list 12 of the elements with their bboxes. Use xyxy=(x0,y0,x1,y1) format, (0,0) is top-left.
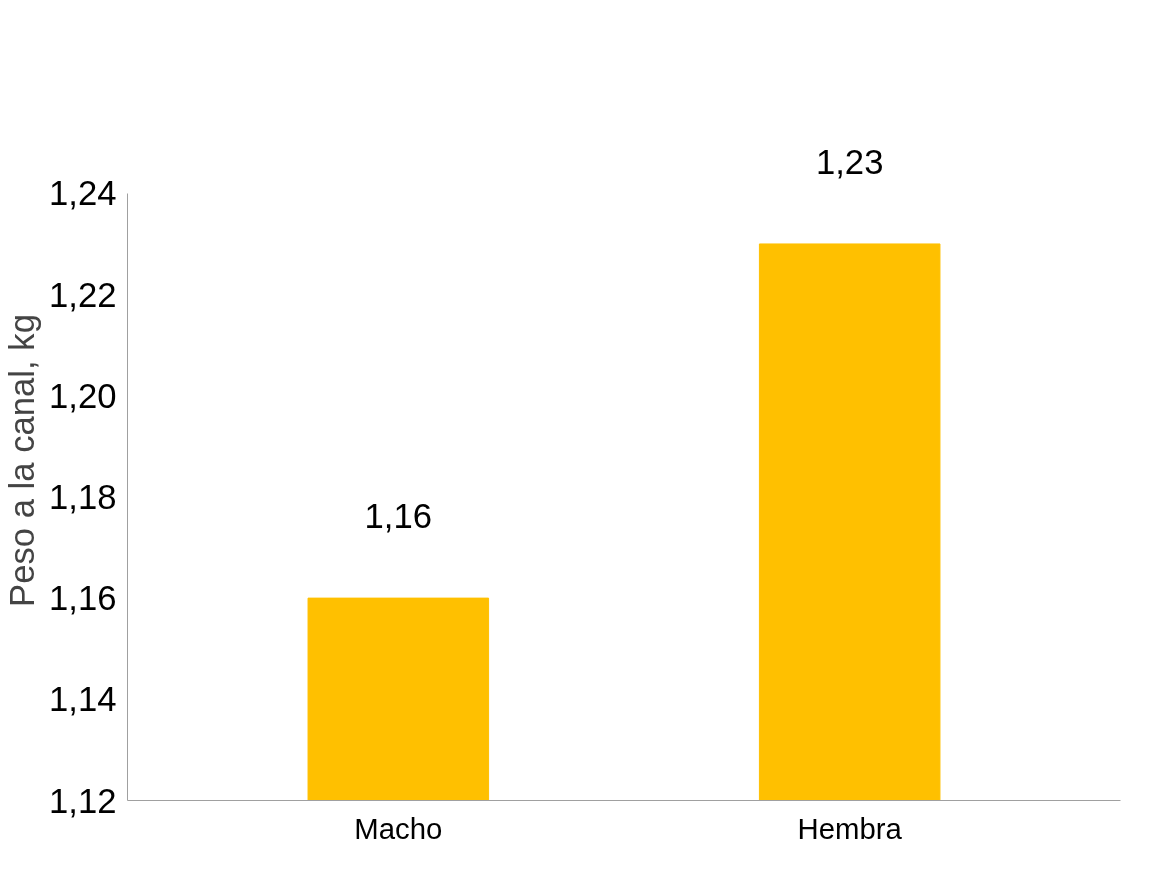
x-tick-label: Macho xyxy=(354,811,443,845)
y-tick-label: 1,18 xyxy=(49,477,117,516)
data-label: 1,23 xyxy=(815,142,884,181)
data-label: 1,16 xyxy=(364,497,433,536)
y-tick-label: 1,12 xyxy=(49,781,117,820)
y-tick-label: 1,24 xyxy=(49,174,117,213)
y-tick-label: 1,20 xyxy=(49,376,117,415)
y-tick-label: 1,22 xyxy=(49,275,117,314)
y-axis-title: Peso a la canal, kg xyxy=(3,314,42,607)
y-tick-label: 1,16 xyxy=(49,579,117,618)
y-tick-label: 1,14 xyxy=(49,680,117,719)
x-tick-label: Hembra xyxy=(797,811,903,845)
